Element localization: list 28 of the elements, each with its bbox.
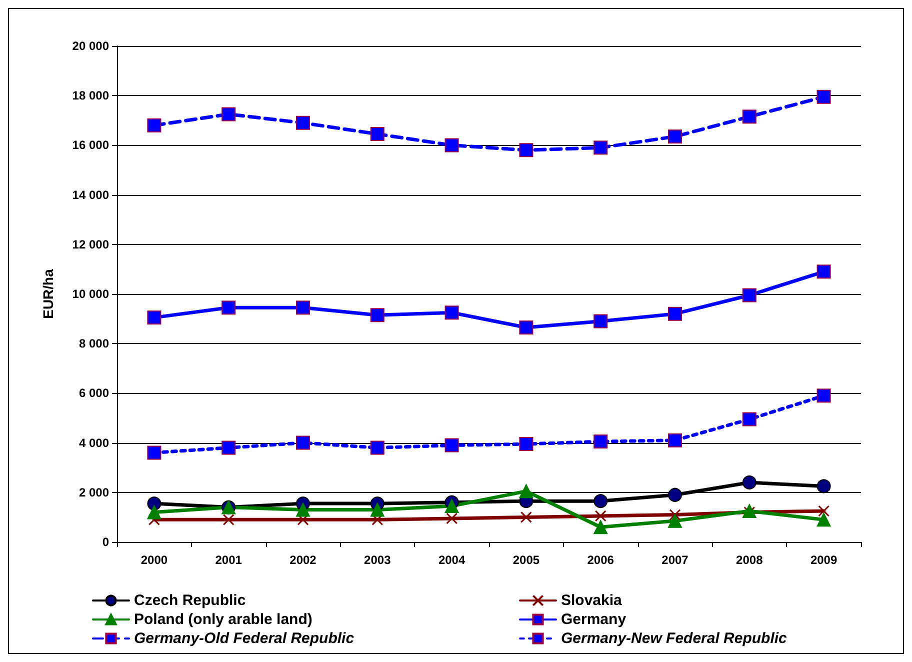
y-tick-label: 12 000 (72, 237, 110, 252)
y-tick-label: 14 000 (72, 188, 110, 202)
y-tick-label: 16 000 (72, 138, 110, 152)
legend-label: Germany-New Federal Republic (561, 630, 788, 647)
x-tick-label: 2007 (662, 553, 689, 567)
legend-label: Germany-Old Federal Republic (134, 630, 355, 647)
x-tick-label: 2001 (215, 553, 242, 567)
legend-label: Slovakia (561, 592, 623, 609)
x-tick-label: 2005 (512, 553, 540, 567)
y-tick-label: 6 000 (78, 386, 110, 400)
x-tick-label: 2003 (364, 553, 392, 567)
x-tick-label: 2008 (736, 553, 764, 567)
y-tick-label: 8 000 (78, 336, 110, 351)
y-tick-label: 18 000 (72, 88, 110, 103)
y-tick-label: 0 (102, 535, 110, 549)
y-tick-label: 10 000 (72, 287, 110, 301)
legend-label: Poland (only arable land) (134, 611, 312, 628)
x-tick-label: 2004 (438, 553, 466, 567)
legend-label: Czech Republic (134, 592, 246, 609)
y-tick-label: 4 000 (78, 436, 110, 450)
x-tick-label: 2009 (810, 553, 838, 567)
y-tick-label: 2 000 (78, 485, 110, 500)
y-axis-title: EUR/ha (40, 268, 56, 319)
y-tick-label: 20 000 (72, 39, 110, 53)
x-tick-label: 2000 (140, 553, 168, 567)
legend-label: Germany (561, 611, 627, 628)
x-tick-label: 2006 (587, 553, 614, 567)
x-tick-label: 2002 (290, 553, 317, 567)
